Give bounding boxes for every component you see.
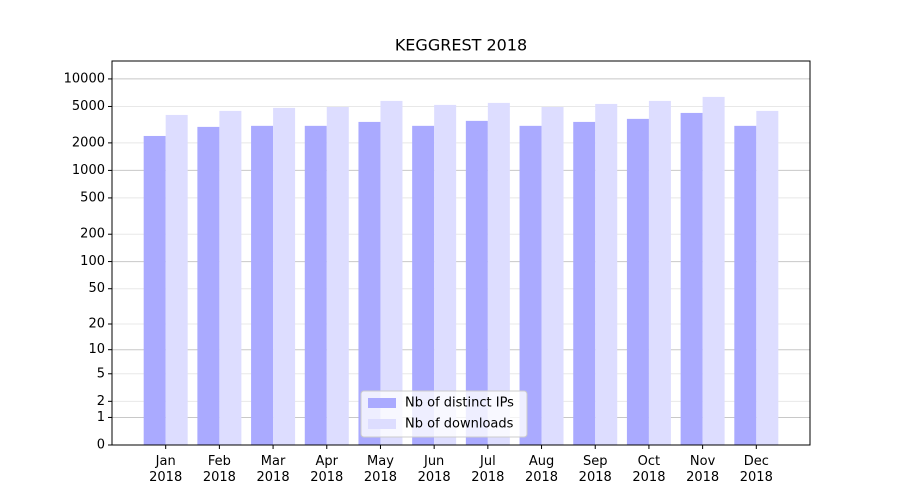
bar: [702, 96, 725, 446]
y-tick-label: 1: [97, 410, 105, 425]
bar: [734, 125, 757, 445]
y-tick-label: 10: [88, 342, 105, 357]
bar: [143, 135, 166, 445]
bar: [434, 104, 457, 446]
legend-swatch: [368, 398, 396, 408]
bar: [680, 112, 703, 445]
x-tick-label: Nov 2018: [686, 454, 719, 485]
bar: [326, 106, 349, 446]
bar: [412, 125, 435, 445]
bar: [626, 118, 649, 445]
bar: [541, 106, 564, 446]
bar: [273, 107, 296, 445]
legend-box: [360, 390, 528, 438]
bar: [219, 110, 242, 445]
y-tick-label: 2000: [72, 135, 105, 150]
plot-frame: [111, 60, 811, 446]
x-tick-label: Sep 2018: [579, 454, 612, 485]
y-tick-label: 5: [97, 366, 105, 381]
bar: [197, 126, 220, 445]
y-tick-label: 100: [80, 254, 105, 269]
chart-title: KEGGREST 2018: [395, 36, 527, 55]
x-tick-label: Aug 2018: [525, 454, 558, 485]
x-tick-label: Jun 2018: [418, 454, 451, 485]
y-tick-label: 20: [88, 316, 105, 331]
y-tick-label: 5000: [72, 99, 105, 114]
bar: [304, 125, 327, 445]
bar: [756, 110, 779, 445]
x-tick-label: Jul 2018: [471, 454, 504, 485]
bar: [519, 125, 542, 445]
x-tick-label: Feb 2018: [203, 454, 236, 485]
y-tick-label: 10000: [64, 71, 105, 86]
y-tick-label: 200: [80, 227, 105, 242]
bar: [487, 102, 510, 446]
y-tick-label: 500: [80, 190, 105, 205]
legend-label: Nb of distinct IPs: [405, 396, 514, 411]
y-tick-label: 1000: [72, 163, 105, 178]
x-tick-label: Oct 2018: [632, 454, 665, 485]
y-tick-label: 0: [97, 438, 105, 453]
y-tick-label: 2: [97, 394, 105, 409]
x-tick-label: Dec 2018: [740, 454, 773, 485]
bar: [358, 121, 381, 445]
legend-label: Nb of downloads: [405, 417, 514, 432]
bar: [595, 103, 618, 445]
bar: [573, 121, 596, 445]
bar: [165, 114, 188, 446]
bar: [251, 125, 274, 445]
y-tick-label: 50: [88, 281, 105, 296]
legend-swatch: [368, 419, 396, 429]
x-tick-label: Jan 2018: [149, 454, 182, 485]
x-tick-label: May 2018: [364, 454, 397, 485]
bar: [380, 100, 403, 445]
bar: [648, 100, 671, 445]
x-tick-label: Apr 2018: [310, 454, 343, 485]
bar: [465, 120, 488, 446]
x-tick-label: Mar 2018: [257, 454, 290, 485]
